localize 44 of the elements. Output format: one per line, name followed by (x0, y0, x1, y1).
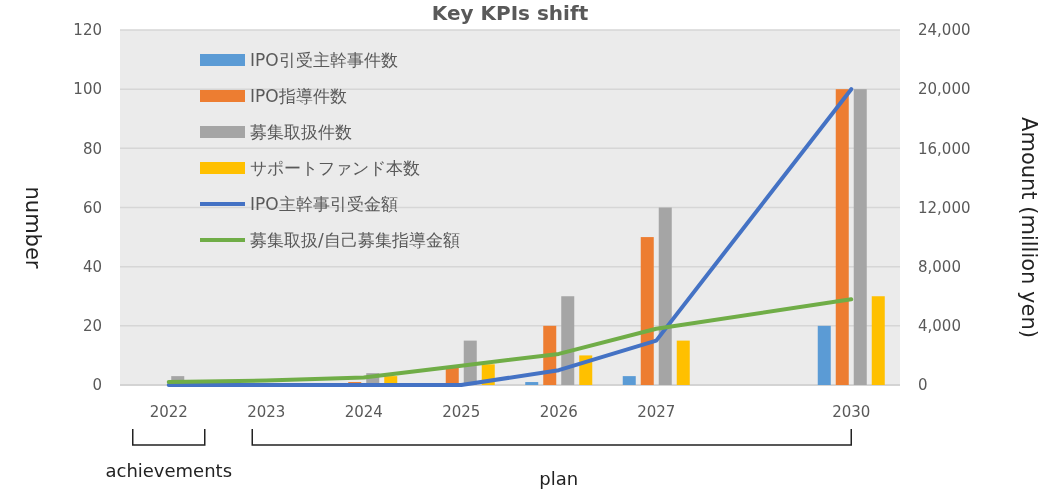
bar (835, 89, 849, 385)
line-series (166, 297, 854, 385)
bar (640, 237, 654, 385)
y-tick-label: 60 (82, 198, 102, 217)
x-tick-label: 2027 (637, 403, 676, 421)
y-tick-label: 0 (92, 376, 102, 395)
legend-label: 募集取扱件数 (250, 121, 352, 142)
bar (871, 296, 885, 385)
text: plan (539, 468, 579, 489)
bar (525, 382, 539, 385)
text: achievements (105, 460, 233, 481)
bar (658, 207, 672, 385)
y2-tick-label: 12,000 (918, 198, 971, 217)
bar (676, 340, 690, 385)
y2-tick-label: 20,000 (918, 80, 971, 99)
y2-axis-title: Amount (million yen) (1017, 117, 1041, 338)
legend-label: サポートファンド本数 (250, 157, 420, 178)
y2-tick-label: 8,000 (918, 257, 961, 276)
y2-tick-label: 24,000 (918, 21, 971, 40)
y2-tick-label: 4,000 (918, 317, 961, 336)
legend-label: IPO主幹事引受金額 (250, 193, 398, 214)
y-tick-label: 100 (73, 80, 102, 99)
legend-label: IPO指導件数 (250, 85, 347, 106)
bar (561, 296, 575, 385)
bar (817, 325, 831, 385)
x-tick-label: 2025 (442, 403, 481, 421)
y-tick-label: 120 (73, 21, 102, 40)
x-tick-label: 2022 (149, 403, 188, 421)
chart-title: Key KPIs shift (431, 1, 589, 25)
bar (622, 376, 636, 385)
x-tick-label: 2026 (539, 403, 578, 421)
y2-tick-label: 0 (918, 376, 928, 395)
x-tick-label: 2030 (832, 403, 871, 421)
y-tick-label: 20 (82, 317, 102, 336)
legend-label: IPO引受主幹事件数 (250, 49, 398, 70)
x-tick-label: 2024 (344, 403, 383, 421)
bar (853, 89, 867, 385)
line-series (166, 87, 854, 387)
y-tick-label: 40 (82, 257, 102, 276)
legend-label: 募集取扱/自己募集指導金額 (250, 229, 460, 250)
y2-tick-label: 16,000 (918, 139, 971, 158)
x-tick-label: 2023 (247, 403, 286, 421)
y-tick-label: 80 (82, 139, 102, 158)
y-axis-title: number (21, 186, 45, 269)
